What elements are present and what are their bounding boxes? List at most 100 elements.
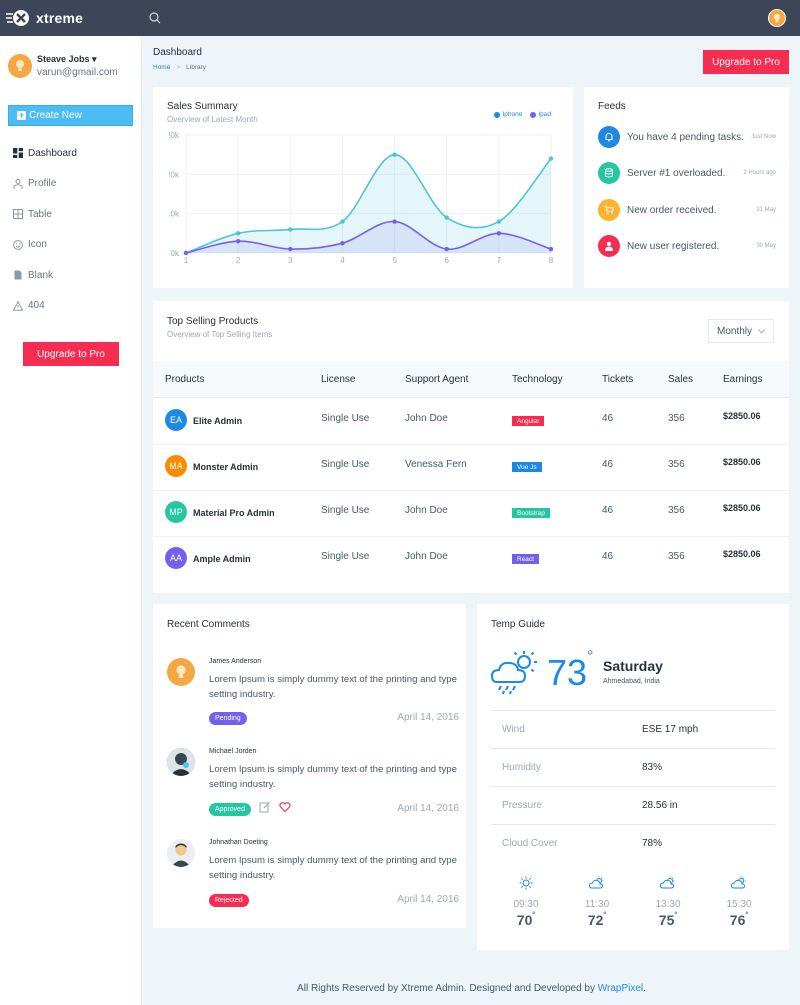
support-agent: John Doe: [405, 413, 448, 424]
page-title: Dashboard: [153, 47, 202, 58]
avatar: [167, 839, 195, 867]
y-tick-label: !0k: [168, 170, 180, 179]
comment-item: Michael Jorden Lorem Ipsum is simply dum…: [167, 748, 459, 823]
alert-icon: [13, 300, 23, 311]
table-row[interactable]: AA Ample Admin Single Use John Doe React…: [153, 537, 789, 583]
x-tick-label: 5: [392, 256, 397, 265]
feed-text: New user registered.: [627, 240, 720, 252]
column-header[interactable]: License: [321, 374, 356, 385]
table-row[interactable]: MA Monster Admin Single Use Venessa Fern…: [153, 445, 789, 491]
breadcrumb-home[interactable]: Home: [153, 64, 171, 71]
weather-value: 78%: [642, 838, 663, 849]
product-name: Monster Admin: [193, 462, 259, 472]
sidebar-upgrade-button[interactable]: Upgrade to Pro: [23, 342, 119, 366]
legend-iphone[interactable]: Iphone: [494, 111, 522, 118]
earnings: $2850.06: [723, 457, 761, 467]
bulb-icon: [176, 665, 186, 678]
x-tick-label: 7: [497, 256, 502, 265]
table-icon: [13, 209, 23, 220]
cart-icon: [598, 199, 620, 221]
weather-label: Cloud Cover: [502, 838, 558, 849]
feed-item[interactable]: New user registered. 30 May: [598, 234, 776, 258]
degree-symbol: °: [587, 648, 594, 665]
user-profile[interactable]: Steave Jobs ▾ varun@gmail.com: [0, 36, 141, 78]
comment-item: Johnathan Doeting Lorem Ipsum is simply …: [167, 839, 459, 914]
tickets: 46: [602, 505, 614, 516]
forecast-time: 15:30: [726, 899, 752, 910]
sidebar-item-404[interactable]: 404: [0, 291, 142, 322]
forecast-item: 13:30 75°: [648, 876, 688, 928]
comment-date: April 14, 2016: [397, 712, 459, 723]
sidebar-item-profile[interactable]: Profile: [0, 169, 142, 200]
feeds-title: Feeds: [598, 101, 626, 112]
heart-icon[interactable]: [279, 801, 291, 813]
products-subtitle: Overview of Top Selling Items: [167, 330, 273, 339]
column-header[interactable]: Earnings: [723, 374, 763, 385]
breadcrumb-current: Library: [186, 64, 207, 71]
user-name[interactable]: Steave Jobs ▾: [37, 54, 97, 64]
search-icon[interactable]: [148, 11, 162, 25]
feed-time: 31 May: [756, 207, 776, 213]
top-avatar[interactable]: [768, 9, 786, 27]
sidebar-item-icon[interactable]: Icon: [0, 230, 142, 261]
sales: 356: [668, 413, 685, 424]
weather-day: Saturday: [603, 658, 663, 674]
edit-icon[interactable]: [259, 801, 271, 813]
header-upgrade-button[interactable]: Upgrade to Pro: [703, 50, 789, 74]
data-point: [548, 156, 554, 161]
column-header[interactable]: Technology: [512, 374, 563, 385]
period-select[interactable]: Monthly: [708, 319, 774, 343]
data-point: [444, 246, 449, 252]
sidebar-item-blank[interactable]: Blank: [0, 260, 142, 291]
weather-value: ESE 17 mph: [642, 724, 699, 735]
feed-item[interactable]: New order received. 31 May: [598, 198, 776, 222]
license: Single Use: [321, 505, 370, 516]
column-header[interactable]: Tickets: [602, 374, 634, 385]
top-products-card: Top Selling Products Overview of Top Sel…: [153, 301, 789, 593]
x-tick-label: 3: [288, 256, 293, 265]
data-point: [392, 219, 397, 224]
feeds-card: Feeds You have 4 pending tasks. Just Now…: [584, 87, 789, 288]
data-point: [235, 231, 241, 236]
feed-item[interactable]: You have 4 pending tasks. Just Now: [598, 125, 776, 149]
license: Single Use: [321, 459, 370, 470]
feed-text: You have 4 pending tasks.: [627, 131, 744, 143]
forecast-temp: 76°: [729, 912, 749, 928]
support-agent: John Doe: [405, 551, 448, 562]
sidebar-item-dashboard[interactable]: Dashboard: [0, 138, 142, 169]
weather-label: Pressure: [502, 800, 543, 811]
column-header[interactable]: Products: [165, 374, 205, 385]
brand[interactable]: xtreme: [0, 8, 142, 28]
sidebar: Steave Jobs ▾ varun@gmail.com + Create N…: [0, 36, 142, 1005]
footer-link[interactable]: WrapPixel: [597, 983, 644, 994]
cloud-sun-icon: [588, 876, 604, 889]
data-point: [183, 250, 189, 256]
x-tick-label: 1: [184, 256, 189, 265]
legend-ipad[interactable]: Ipad: [530, 111, 551, 118]
y-tick-label: !0k: [168, 131, 180, 140]
table-header: Products License Support Agent Technolog…: [153, 361, 789, 398]
comment-author: Michael Jorden: [209, 748, 257, 755]
weather-row: Wind ESE 17 mph: [491, 710, 775, 748]
topbar: xtreme: [0, 0, 800, 36]
comments-title: Recent Comments: [167, 619, 250, 630]
sidebar-item-table[interactable]: Table: [0, 199, 142, 230]
product-name: Material Pro Admin: [193, 508, 275, 518]
column-header[interactable]: Sales: [668, 374, 694, 385]
feed-time: 2 Hours ago: [743, 170, 776, 176]
forecast-item: 15:30 76°: [719, 876, 759, 928]
person-photo-icon: [167, 748, 195, 776]
column-header[interactable]: Support Agent: [405, 374, 469, 385]
table-row[interactable]: EA Elite Admin Single Use John Doe Angul…: [153, 399, 789, 445]
create-new-button[interactable]: + Create New: [8, 105, 133, 126]
table-row[interactable]: MP Material Pro Admin Single Use John Do…: [153, 491, 789, 537]
forecast-item: 09:30 70°: [506, 876, 546, 928]
feed-item[interactable]: Server #1 overloaded. 2 Hours ago: [598, 161, 776, 185]
chart-legend: Iphone Ipad: [494, 111, 551, 118]
sales: 356: [668, 551, 685, 562]
data-point: [392, 152, 397, 157]
profile-icon: [13, 178, 23, 189]
avatar: [167, 748, 195, 776]
comment-date: April 14, 2016: [397, 803, 459, 814]
sales: 356: [668, 459, 685, 470]
